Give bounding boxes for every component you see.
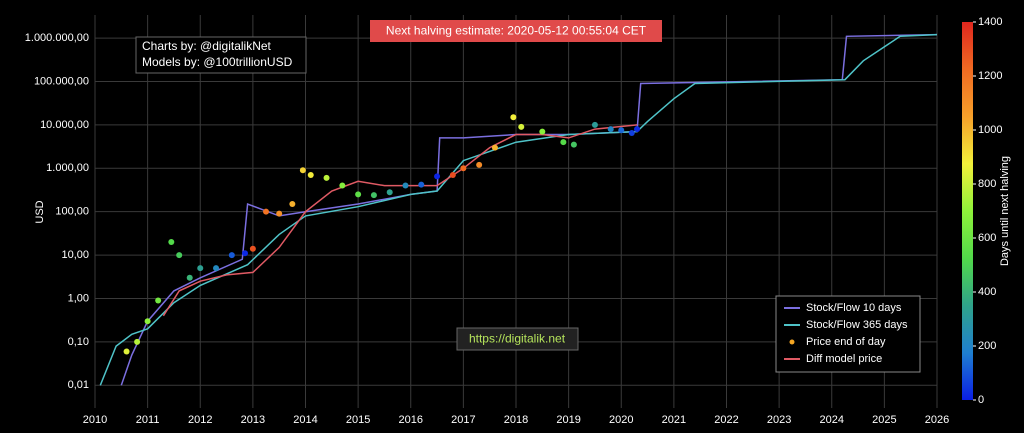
price-point: [323, 174, 330, 181]
price-point: [276, 210, 283, 217]
price-point: [539, 128, 546, 135]
x-tick-label: 2022: [714, 414, 738, 426]
y-axis-title: USD: [34, 200, 46, 223]
price-point: [123, 348, 130, 355]
price-point: [634, 126, 641, 133]
colorbar-tick-label: 1400: [978, 16, 1002, 28]
price-point: [570, 141, 577, 148]
legend-label: Diff model price: [806, 353, 882, 365]
price-point: [476, 161, 483, 168]
price-point: [418, 181, 425, 188]
price-point: [299, 167, 306, 174]
price-point: [289, 201, 296, 208]
price-point: [518, 123, 525, 130]
price-point: [241, 250, 248, 257]
url-label: https://digitalik.net: [469, 332, 566, 346]
price-point: [134, 338, 141, 345]
x-tick-label: 2010: [83, 414, 107, 426]
colorbar-title: Days until next halving: [999, 156, 1011, 266]
price-point: [628, 129, 635, 136]
price-point: [560, 139, 567, 146]
y-tick-label: 1.000.000,00: [25, 32, 89, 44]
price-point: [355, 191, 362, 198]
y-tick-label: 0,01: [68, 379, 89, 391]
price-point: [460, 165, 467, 172]
colorbar-tick-label: 200: [978, 340, 996, 352]
price-point: [491, 144, 498, 151]
y-tick-label: 10,00: [61, 249, 89, 261]
colorbar-tick-label: 600: [978, 232, 996, 244]
x-tick-label: 2020: [609, 414, 633, 426]
price-point: [155, 297, 162, 304]
x-tick-label: 2014: [293, 414, 317, 426]
series-line: [99, 33, 938, 386]
price-point: [386, 189, 393, 196]
colorbar-tick-label: 1200: [978, 70, 1002, 82]
y-tick-label: 1,00: [68, 292, 89, 304]
price-point: [402, 182, 409, 189]
halving-note-box: [370, 20, 662, 42]
x-tick-label: 2021: [662, 414, 686, 426]
price-point: [591, 121, 598, 128]
colorbar: [962, 22, 973, 400]
price-point: [144, 318, 151, 325]
halving-note: Next halving estimate: 2020-05-12 00:55:…: [386, 24, 647, 38]
price-point: [339, 182, 346, 189]
legend-label: Stock/Flow 365 days: [806, 319, 908, 331]
price-point: [370, 192, 377, 199]
colorbar-tick-label: 400: [978, 286, 996, 298]
x-tick-label: 2016: [399, 414, 423, 426]
price-point: [168, 239, 175, 246]
x-tick-label: 2019: [556, 414, 580, 426]
y-tick-label: 10.000,00: [40, 119, 89, 131]
x-tick-label: 2024: [820, 414, 844, 426]
x-tick-label: 2017: [451, 414, 475, 426]
legend-label: Price end of day: [806, 336, 886, 348]
credit-line: Models by: @100trillionUSD: [142, 55, 293, 69]
credits-box: [135, 36, 307, 74]
x-tick-label: 2013: [241, 414, 265, 426]
y-tick-label: 0,10: [68, 336, 89, 348]
x-tick-label: 2026: [925, 414, 949, 426]
x-tick-label: 2023: [767, 414, 791, 426]
legend-swatch: [789, 339, 795, 345]
x-tick-label: 2018: [504, 414, 528, 426]
price-point: [307, 172, 314, 179]
price-point: [186, 274, 193, 281]
price-point: [176, 252, 183, 259]
url-box: [456, 327, 579, 351]
credit-line: Charts by: @digitalikNet: [142, 39, 272, 53]
price-point: [510, 114, 517, 121]
price-point: [228, 252, 235, 259]
colorbar-tick-label: 800: [978, 178, 996, 190]
x-tick-label: 2025: [872, 414, 896, 426]
price-point: [449, 172, 456, 179]
colorbar-tick-label: 1000: [978, 124, 1002, 136]
y-tick-label: 1.000,00: [46, 162, 89, 174]
y-tick-label: 100,00: [55, 206, 89, 218]
x-tick-label: 2012: [188, 414, 212, 426]
y-tick-label: 100.000,00: [34, 75, 89, 87]
price-point: [607, 126, 614, 133]
price-point: [197, 265, 204, 272]
colorbar-tick-label: 0: [978, 394, 984, 406]
legend-label: Stock/Flow 10 days: [806, 302, 902, 314]
x-tick-label: 2011: [136, 414, 160, 426]
price-point: [263, 208, 270, 215]
price-point: [618, 127, 625, 134]
x-tick-label: 2015: [346, 414, 370, 426]
price-point: [213, 265, 220, 272]
price-point: [434, 173, 441, 180]
price-point: [249, 245, 256, 252]
